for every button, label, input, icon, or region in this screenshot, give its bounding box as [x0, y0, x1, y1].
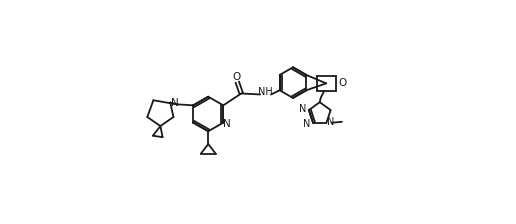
Text: NH: NH [258, 87, 273, 97]
Text: N: N [303, 119, 310, 129]
Text: O: O [338, 78, 346, 88]
Text: N: N [299, 104, 306, 114]
Text: N: N [171, 98, 179, 108]
Text: N: N [223, 118, 231, 129]
Text: N: N [327, 117, 334, 127]
Text: O: O [232, 72, 240, 82]
